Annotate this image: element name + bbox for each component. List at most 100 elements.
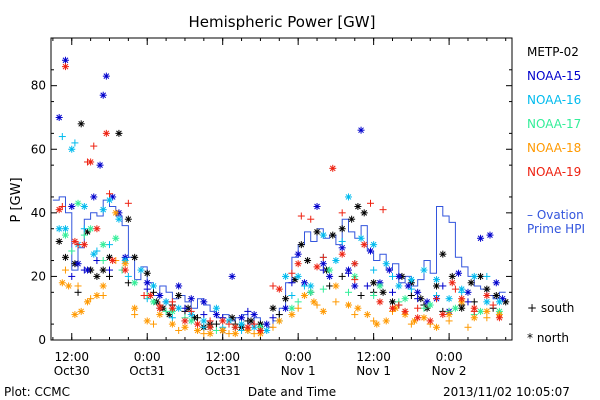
north-point-noaa-16 xyxy=(433,276,441,284)
north-point-metp-02 xyxy=(379,288,387,296)
north-point-noaa-18 xyxy=(131,304,139,312)
north-point-noaa-18 xyxy=(219,326,227,334)
north-point-noaa-17 xyxy=(401,295,409,303)
x-tick-label-date: Nov 1 xyxy=(356,364,391,378)
data-points xyxy=(55,56,510,338)
south-point-noaa-15 xyxy=(363,282,371,290)
legend-item-noaa-17: NOAA-17 xyxy=(527,117,581,131)
north-point-noaa-18 xyxy=(344,301,352,309)
south-point-noaa-19 xyxy=(288,269,296,277)
star-d2 xyxy=(427,302,434,308)
star-d2 xyxy=(355,305,361,312)
north-point-noaa-18 xyxy=(143,317,151,325)
north-point-noaa-16 xyxy=(445,295,453,303)
star-d2 xyxy=(72,311,78,318)
north-point-metp-02 xyxy=(338,225,346,233)
north-point-noaa-18 xyxy=(275,317,283,325)
north-point-noaa-17 xyxy=(451,304,459,312)
north-point-noaa-15 xyxy=(83,266,91,274)
plot-frame xyxy=(50,37,513,341)
legend-south-marker: + south xyxy=(527,301,574,315)
star-d2 xyxy=(458,286,465,292)
star-d2 xyxy=(364,311,371,318)
star-d2 xyxy=(351,260,358,267)
north-point-noaa-15 xyxy=(263,320,271,328)
north-point-metp-02 xyxy=(269,304,277,312)
south-point-noaa-19 xyxy=(206,317,214,325)
north-point-noaa-16 xyxy=(319,231,327,239)
south-point-noaa-18 xyxy=(99,291,107,299)
south-point-noaa-16 xyxy=(105,241,113,249)
star-d2 xyxy=(421,314,427,321)
north-point-noaa-19 xyxy=(87,158,95,166)
star-d2 xyxy=(395,273,402,280)
star-d2 xyxy=(405,283,412,289)
star-d2 xyxy=(232,324,239,331)
x-axis-label: Date and Time xyxy=(248,385,336,399)
south-point-noaa-18 xyxy=(407,320,415,328)
star-d2 xyxy=(78,308,85,315)
star-d2 xyxy=(94,273,100,280)
star-d2 xyxy=(314,203,320,210)
north-point-noaa-18 xyxy=(319,307,327,315)
star-d2 xyxy=(301,292,308,299)
north-point-noaa-17 xyxy=(112,234,120,242)
star-d2 xyxy=(248,318,254,324)
south-point-noaa-18 xyxy=(483,314,491,322)
star-d2 xyxy=(94,225,100,232)
south-point-metp-02 xyxy=(105,272,113,280)
ovation-hpi-line xyxy=(52,196,506,328)
north-point-noaa-17 xyxy=(326,266,334,274)
north-point-metp-02 xyxy=(115,129,123,137)
star-d2 xyxy=(263,321,270,327)
south-point-noaa-18 xyxy=(61,266,69,274)
north-point-noaa-16 xyxy=(115,215,123,223)
north-point-noaa-16 xyxy=(332,257,340,265)
north-point-noaa-17 xyxy=(307,288,315,296)
star-d2 xyxy=(458,295,465,302)
south-point-noaa-17 xyxy=(212,326,220,334)
star-d2 xyxy=(295,251,302,258)
north-point-noaa-18 xyxy=(382,317,390,325)
north-point-noaa-17 xyxy=(99,241,107,249)
star-d2 xyxy=(122,267,129,273)
star-d2 xyxy=(131,279,138,286)
star-d2 xyxy=(213,311,220,318)
north-point-noaa-19 xyxy=(102,129,110,137)
south-point-noaa-19 xyxy=(124,199,132,207)
north-point-metp-02 xyxy=(348,215,356,223)
north-point-noaa-16 xyxy=(137,266,145,274)
north-point-metp-02 xyxy=(77,120,85,128)
north-point-noaa-15 xyxy=(366,247,374,255)
y-axis-label: P [GW] xyxy=(9,177,24,222)
star-d2 xyxy=(219,318,226,324)
south-point-noaa-16 xyxy=(338,237,346,245)
star-d2 xyxy=(458,305,465,312)
plot-credit: Plot: CCMC xyxy=(4,385,70,399)
star-d2 xyxy=(276,286,283,292)
star-d2 xyxy=(175,305,182,312)
star-d2 xyxy=(106,254,113,261)
south-point-noaa-18 xyxy=(225,330,233,338)
north-point-metp-02 xyxy=(175,291,183,299)
north-point-metp-02 xyxy=(297,241,305,249)
star-d2 xyxy=(150,298,157,305)
star-d2 xyxy=(282,305,289,312)
star-d2 xyxy=(345,267,352,273)
star-d2 xyxy=(455,270,462,277)
star-d2 xyxy=(90,251,97,258)
south-point-noaa-15 xyxy=(244,307,252,315)
north-point-noaa-16 xyxy=(80,202,88,210)
star-d2 xyxy=(56,206,63,213)
north-point-noaa-15 xyxy=(282,304,290,312)
star-d2 xyxy=(320,308,327,315)
north-point-metp-02 xyxy=(370,279,378,287)
north-point-metp-02 xyxy=(492,291,500,299)
north-point-noaa-19 xyxy=(168,304,176,312)
star-d2 xyxy=(62,225,69,232)
star-d2 xyxy=(229,273,235,280)
north-point-noaa-19 xyxy=(294,260,302,268)
star-d2 xyxy=(471,273,478,280)
star-d2 xyxy=(131,254,138,261)
star-d2 xyxy=(329,165,336,172)
